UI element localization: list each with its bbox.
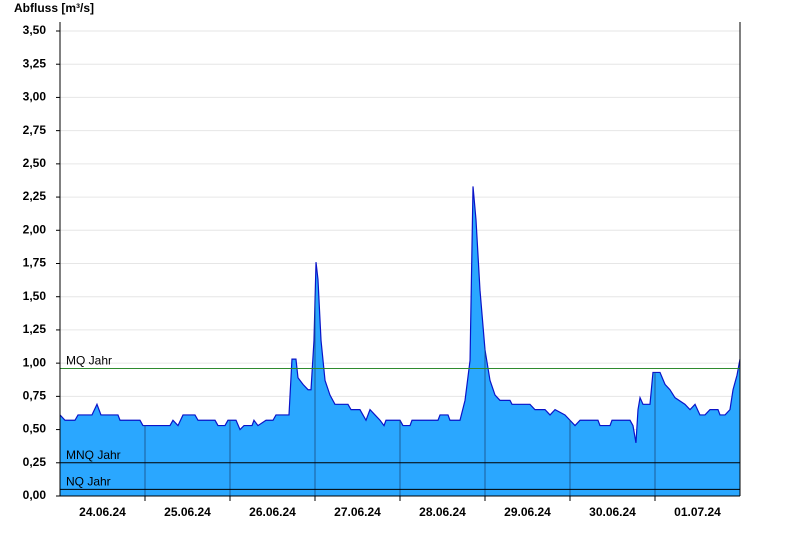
reference-label: MQ Jahr — [66, 354, 112, 368]
reference-label: NQ Jahr — [66, 475, 111, 489]
y-tick-label: 2,50 — [23, 156, 47, 170]
y-tick-label: 3,00 — [23, 90, 47, 104]
y-axis-label: Abfluss [m³/s] — [14, 1, 94, 15]
x-tick-label: 25.06.24 — [164, 505, 211, 519]
reference-label: MNQ Jahr — [66, 448, 121, 462]
y-tick-label: 3,25 — [23, 56, 47, 70]
x-tick-label: 29.06.24 — [504, 505, 551, 519]
y-tick-label: 1,75 — [23, 256, 47, 270]
y-tick-label: 2,25 — [23, 189, 47, 203]
x-tick-label: 01.07.24 — [674, 505, 721, 519]
x-tick-label: 30.06.24 — [589, 505, 636, 519]
y-tick-label: 0,75 — [23, 389, 47, 403]
y-tick-label: 1,25 — [23, 322, 47, 336]
x-tick-label: 26.06.24 — [249, 505, 296, 519]
x-tick-label: 24.06.24 — [79, 505, 126, 519]
area-line — [59, 186, 741, 443]
y-tick-label: 0,00 — [23, 488, 47, 502]
x-tick-label: 28.06.24 — [419, 505, 466, 519]
y-tick-label: 1,50 — [23, 289, 47, 303]
y-tick-label: 2,75 — [23, 123, 47, 137]
y-tick-label: 0,50 — [23, 422, 47, 436]
y-tick-label: 0,25 — [23, 455, 47, 469]
y-tick-label: 1,00 — [23, 355, 47, 369]
x-tick-label: 27.06.24 — [334, 505, 381, 519]
y-tick-label: 2,00 — [23, 222, 47, 236]
y-tick-label: 3,50 — [23, 23, 47, 37]
